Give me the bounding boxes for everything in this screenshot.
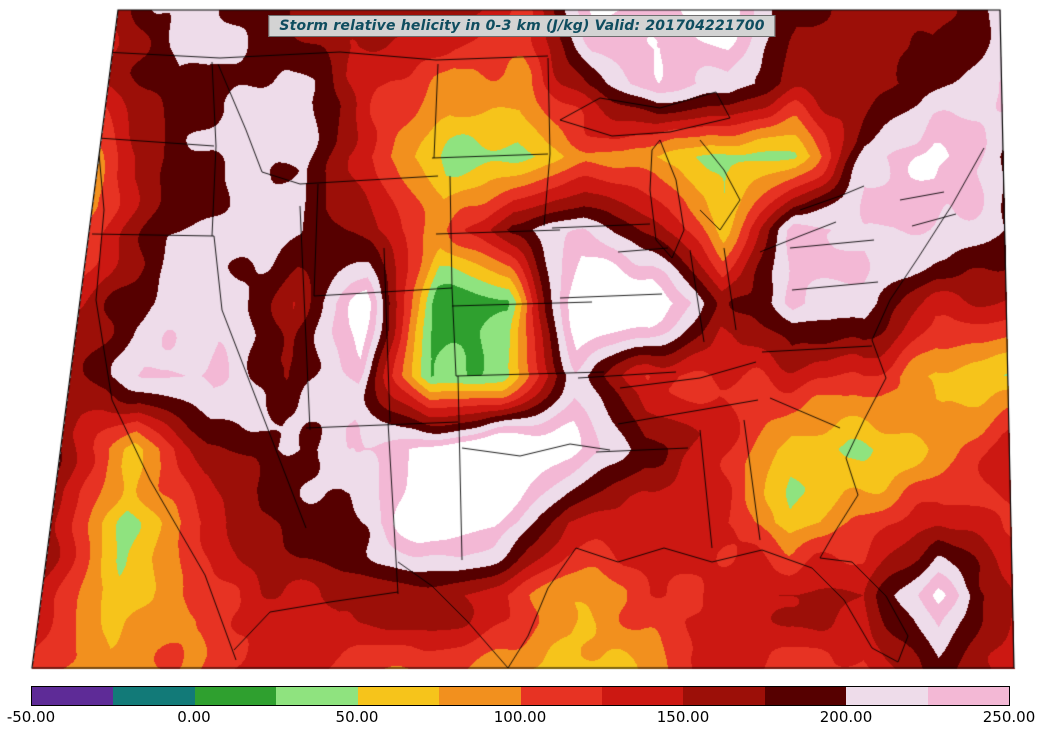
colorbar-segment [927, 687, 1010, 705]
colorbar-tick-label: 200.00 [819, 708, 873, 726]
colorbar-segment [357, 687, 440, 705]
colorbar-tick-label: -50.00 [6, 708, 56, 726]
colorbar-segment [764, 687, 847, 705]
colorbar-tick-label: 150.00 [656, 708, 710, 726]
plot-title-box: Storm relative helicity in 0-3 km (J/kg)… [268, 15, 776, 37]
colorbar-segment [601, 687, 684, 705]
colorbar-tick-label: 250.00 [982, 708, 1036, 726]
colorbar-segment [113, 687, 195, 705]
plot-title: Storm relative helicity in 0-3 km (J/kg)… [279, 18, 765, 34]
colorbar-segment [32, 687, 114, 705]
colorbar-tick-label: 50.00 [335, 708, 379, 726]
colorbar-tick-label: 0.00 [177, 708, 211, 726]
colorbar-segment [276, 687, 358, 705]
colorbar [31, 686, 1010, 706]
colorbar-segment [439, 687, 521, 705]
colorbar-segment [846, 687, 928, 705]
colorbar-segment [520, 687, 602, 705]
colorbar-tick-label: 100.00 [493, 708, 547, 726]
colorbar-segment [683, 687, 765, 705]
colorbar-segment [194, 687, 277, 705]
